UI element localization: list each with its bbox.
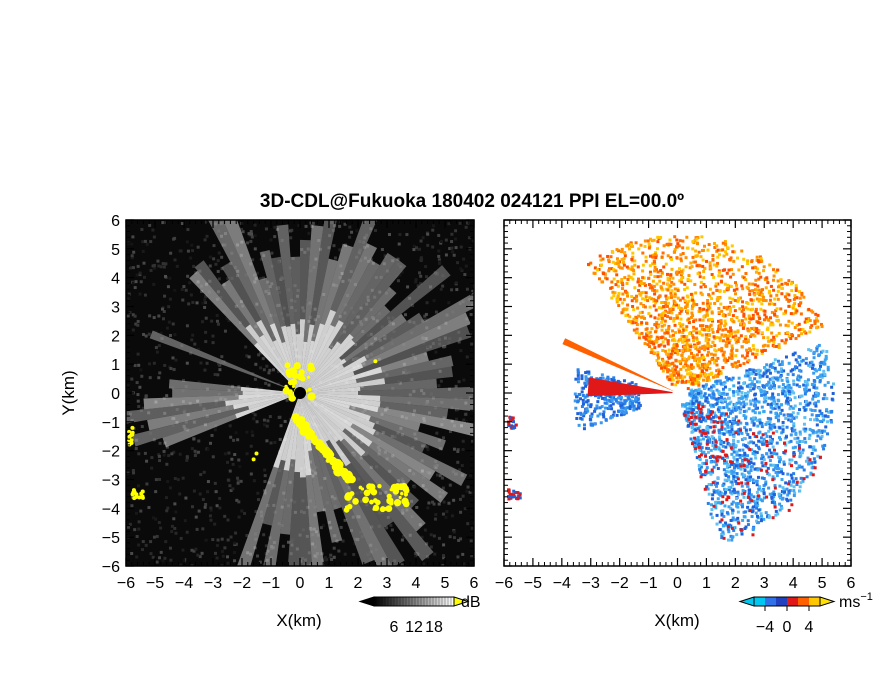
x-tick-label: 4: [412, 575, 421, 592]
y-tick-label: −2: [102, 444, 120, 461]
x-tick-label: 0: [296, 575, 305, 592]
x-tick-label: −4: [553, 575, 571, 592]
x-tick-label: −3: [204, 575, 222, 592]
y-tick-label: −4: [102, 501, 120, 518]
y-tick-label: −6: [102, 559, 120, 576]
x-tick-label: 5: [441, 575, 450, 592]
x-tick-label: 2: [731, 575, 740, 592]
reflectivity-echo: [126, 220, 474, 566]
left-x-axis-label: X(km): [276, 611, 321, 630]
y-tick-label: −5: [102, 530, 120, 547]
reflectivity-panel: −6 −5 −4 −3 −2 −1 0 1 2 3 4 5 6 −6 −5 −4 −3 −2 −1 0 1 2 3 4 5 6: [102, 213, 479, 592]
x-tick-label: −5: [146, 575, 164, 592]
velocity-low-arrow: [738, 596, 755, 607]
x-tick-label: 4: [789, 575, 798, 592]
x-tick-label: −1: [639, 575, 657, 592]
velocity-colorbar: ms−1 −4 0 4: [738, 591, 873, 636]
x-tick-label: −4: [175, 575, 193, 592]
x-tick-label: −6: [117, 575, 135, 592]
y-tick-label: 6: [111, 213, 120, 230]
colorbar-tick-label: 4: [805, 619, 814, 636]
chart-title: 3D-CDL@Fukuoka 180402 024121 PPI EL=00.0…: [260, 191, 684, 212]
x-tick-label: −1: [262, 575, 280, 592]
reflectivity-unit: dB: [461, 594, 481, 611]
velocity-echo: [506, 235, 836, 542]
colorbar-tick-label: 0: [783, 619, 792, 636]
x-tick-label: 6: [470, 575, 479, 592]
velocity-unit: ms−1: [839, 591, 873, 611]
colorbar-high-arrow: [453, 596, 470, 607]
x-tick-label: 6: [847, 575, 856, 592]
colorbar-low-arrow: [358, 596, 375, 607]
x-tick-label: 3: [383, 575, 392, 592]
y-tick-label: 0: [111, 386, 120, 403]
x-tick-label: 0: [673, 575, 682, 592]
reflectivity-colorbar: dB 6 12 18: [358, 594, 481, 636]
velocity-panel: −6 −5 −4 −3 −2 −1 0 1 2 3 4 5 6: [495, 219, 856, 592]
y-tick-label: 2: [111, 328, 120, 345]
x-tick-label: −2: [233, 575, 251, 592]
y-tick-label: 4: [111, 271, 120, 288]
colorbar-tick-label: 6: [390, 619, 399, 636]
velocity-high-arrow: [819, 596, 836, 607]
colorbar-tick-label: 12: [405, 619, 423, 636]
colorbar-tick-label: −4: [756, 619, 774, 636]
x-tick-label: 3: [760, 575, 769, 592]
radar-site-marker: [294, 387, 306, 399]
y-tick-label: 5: [111, 242, 120, 259]
strong-echo-overlay: [127, 359, 410, 513]
x-tick-label: 1: [702, 575, 711, 592]
x-tick-label: −6: [495, 575, 513, 592]
x-tick-label: 2: [354, 575, 363, 592]
y-axis-label: Y(km): [59, 370, 78, 415]
x-tick-label: −5: [524, 575, 542, 592]
x-tick-label: −3: [582, 575, 600, 592]
right-axis-ticks: −6 −5 −4 −3 −2 −1 0 1 2 3 4 5 6: [495, 219, 856, 592]
y-tick-label: 1: [111, 357, 120, 374]
x-tick-label: 5: [818, 575, 827, 592]
left-axis-ticks: −6 −5 −4 −3 −2 −1 0 1 2 3 4 5 6 −6 −5 −4 −3 −2 −1 0 1 2 3 4 5 6: [102, 213, 479, 592]
y-tick-label: −1: [102, 415, 120, 432]
y-tick-label: 3: [111, 300, 120, 317]
x-tick-label: −2: [611, 575, 629, 592]
right-x-axis-label: X(km): [654, 611, 699, 630]
y-tick-label: −3: [102, 473, 120, 490]
x-tick-label: 1: [325, 575, 334, 592]
colorbar-tick-label: 18: [425, 619, 443, 636]
